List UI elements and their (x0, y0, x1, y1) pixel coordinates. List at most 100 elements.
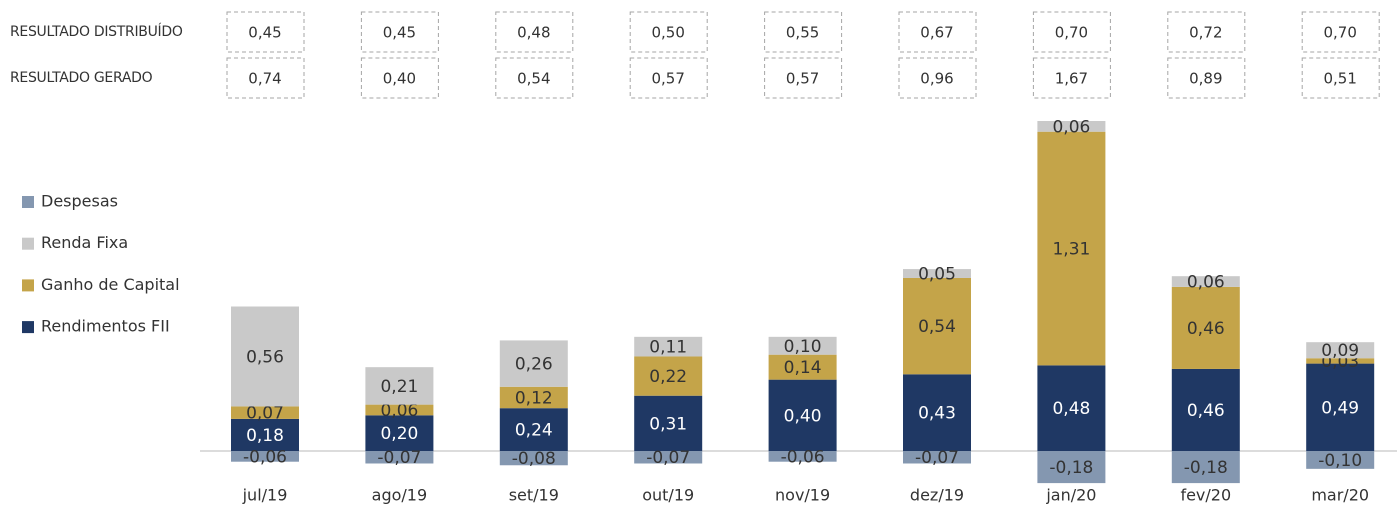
bar-segment (634, 451, 703, 464)
bar-segment (1037, 121, 1106, 132)
data-label: 0,22 (649, 367, 687, 387)
bar-segment (903, 277, 971, 375)
data-label: -0,18 (1049, 458, 1093, 478)
bar-segment (231, 451, 299, 462)
table-cell (764, 11, 843, 53)
data-label: -0,07 (646, 448, 690, 468)
data-label: 0,09 (1321, 341, 1359, 361)
cell-value: 0,48 (517, 24, 550, 42)
table-cell (226, 57, 305, 99)
table-cell (1301, 57, 1380, 99)
x-tick-label: fev/20 (1180, 486, 1231, 505)
legend-label: Ganho de Capital (41, 275, 180, 294)
x-tick-label: jul/19 (242, 486, 288, 505)
x-tick-label: ago/19 (372, 486, 428, 505)
legend-label: Renda Fixa (41, 233, 128, 252)
table-cell (360, 57, 439, 99)
bar-segment (231, 406, 299, 419)
data-label: -0,08 (512, 449, 556, 469)
data-label: 0,11 (649, 338, 687, 358)
x-tick-label: dez/19 (910, 486, 964, 505)
data-label: 0,54 (918, 317, 956, 337)
table-cell (360, 11, 439, 53)
data-label: -0,07 (915, 448, 959, 468)
bar-segment (231, 418, 299, 451)
bar-segment (1171, 451, 1240, 484)
table-cell (629, 11, 708, 53)
bar-segment (768, 336, 837, 355)
bar-segment (768, 451, 837, 462)
data-label: 0,48 (1052, 399, 1090, 419)
bar-segment (499, 340, 568, 387)
data-label: 0,20 (380, 424, 418, 444)
data-label: 0,07 (246, 404, 284, 424)
data-label: 0,40 (784, 406, 822, 426)
data-label: 0,06 (1187, 273, 1225, 293)
x-tick-label: set/19 (509, 486, 559, 505)
table-cell (1167, 11, 1246, 53)
data-label: 0,12 (515, 388, 553, 408)
bar-segment (634, 336, 703, 357)
cell-value: 0,67 (920, 24, 953, 42)
data-label: 0,24 (515, 421, 553, 441)
cell-value: 0,74 (248, 70, 281, 88)
data-label: 0,43 (918, 404, 956, 424)
legend-swatch (22, 196, 34, 208)
table-cell (898, 11, 977, 53)
data-label: 0,18 (246, 426, 284, 446)
bar-segment (1037, 131, 1106, 366)
data-label: 1,31 (1052, 240, 1090, 260)
bar-segment (499, 408, 568, 451)
cell-value: 0,70 (1055, 24, 1088, 42)
cell-value: 0,89 (1189, 70, 1222, 88)
table-cell (764, 57, 843, 99)
data-label: 0,05 (918, 265, 956, 285)
legend-label: Rendimentos FII (41, 317, 170, 336)
cell-value: 0,57 (786, 70, 819, 88)
bar-segment (499, 451, 568, 466)
bar-segment (365, 404, 434, 416)
legend-swatch (22, 237, 34, 250)
table-cell (495, 11, 574, 53)
table-cell (1301, 11, 1380, 53)
cell-value: 0,72 (1189, 24, 1222, 42)
cell-value: 0,45 (248, 24, 281, 42)
table-cell (495, 57, 574, 99)
cell-value: 0,40 (383, 70, 416, 88)
bar-segment (1306, 342, 1375, 359)
row-label: RESULTADO GERADO (10, 70, 153, 86)
bar-segment (1306, 363, 1375, 451)
bar-segment (634, 395, 703, 451)
cell-value: 0,51 (1323, 70, 1356, 88)
data-label: 0,06 (1052, 117, 1090, 137)
cell-value: 0,57 (651, 70, 684, 88)
bar-segment (903, 451, 971, 464)
cell-value: 0,70 (1323, 24, 1356, 42)
bar-segment (903, 374, 971, 451)
data-label: -0,18 (1184, 458, 1228, 478)
table-cell (1032, 57, 1111, 99)
bar-segment (1171, 368, 1240, 451)
bar-segment (768, 379, 837, 451)
bar-segment (1037, 365, 1106, 451)
legend-swatch (22, 279, 34, 292)
data-label: 0,56 (246, 347, 284, 367)
table-cell (1167, 57, 1246, 99)
cell-value: 0,54 (517, 70, 550, 88)
cell-value: 0,50 (651, 24, 684, 42)
cell-value: 1,67 (1055, 70, 1088, 88)
bar-segment (903, 269, 971, 278)
data-label: 0,46 (1187, 319, 1225, 339)
data-label: 0,10 (784, 337, 822, 357)
x-tick-label: nov/19 (775, 486, 830, 505)
bar-segment (1306, 358, 1375, 364)
legend-swatch (22, 321, 34, 334)
bar-segment (768, 354, 837, 380)
legend-label: Despesas (41, 192, 118, 211)
x-tick-label: out/19 (642, 486, 694, 505)
bar-segment (1306, 451, 1375, 469)
bar-segment (1037, 451, 1106, 484)
table-cell (226, 11, 305, 53)
bar-segment (365, 367, 434, 405)
